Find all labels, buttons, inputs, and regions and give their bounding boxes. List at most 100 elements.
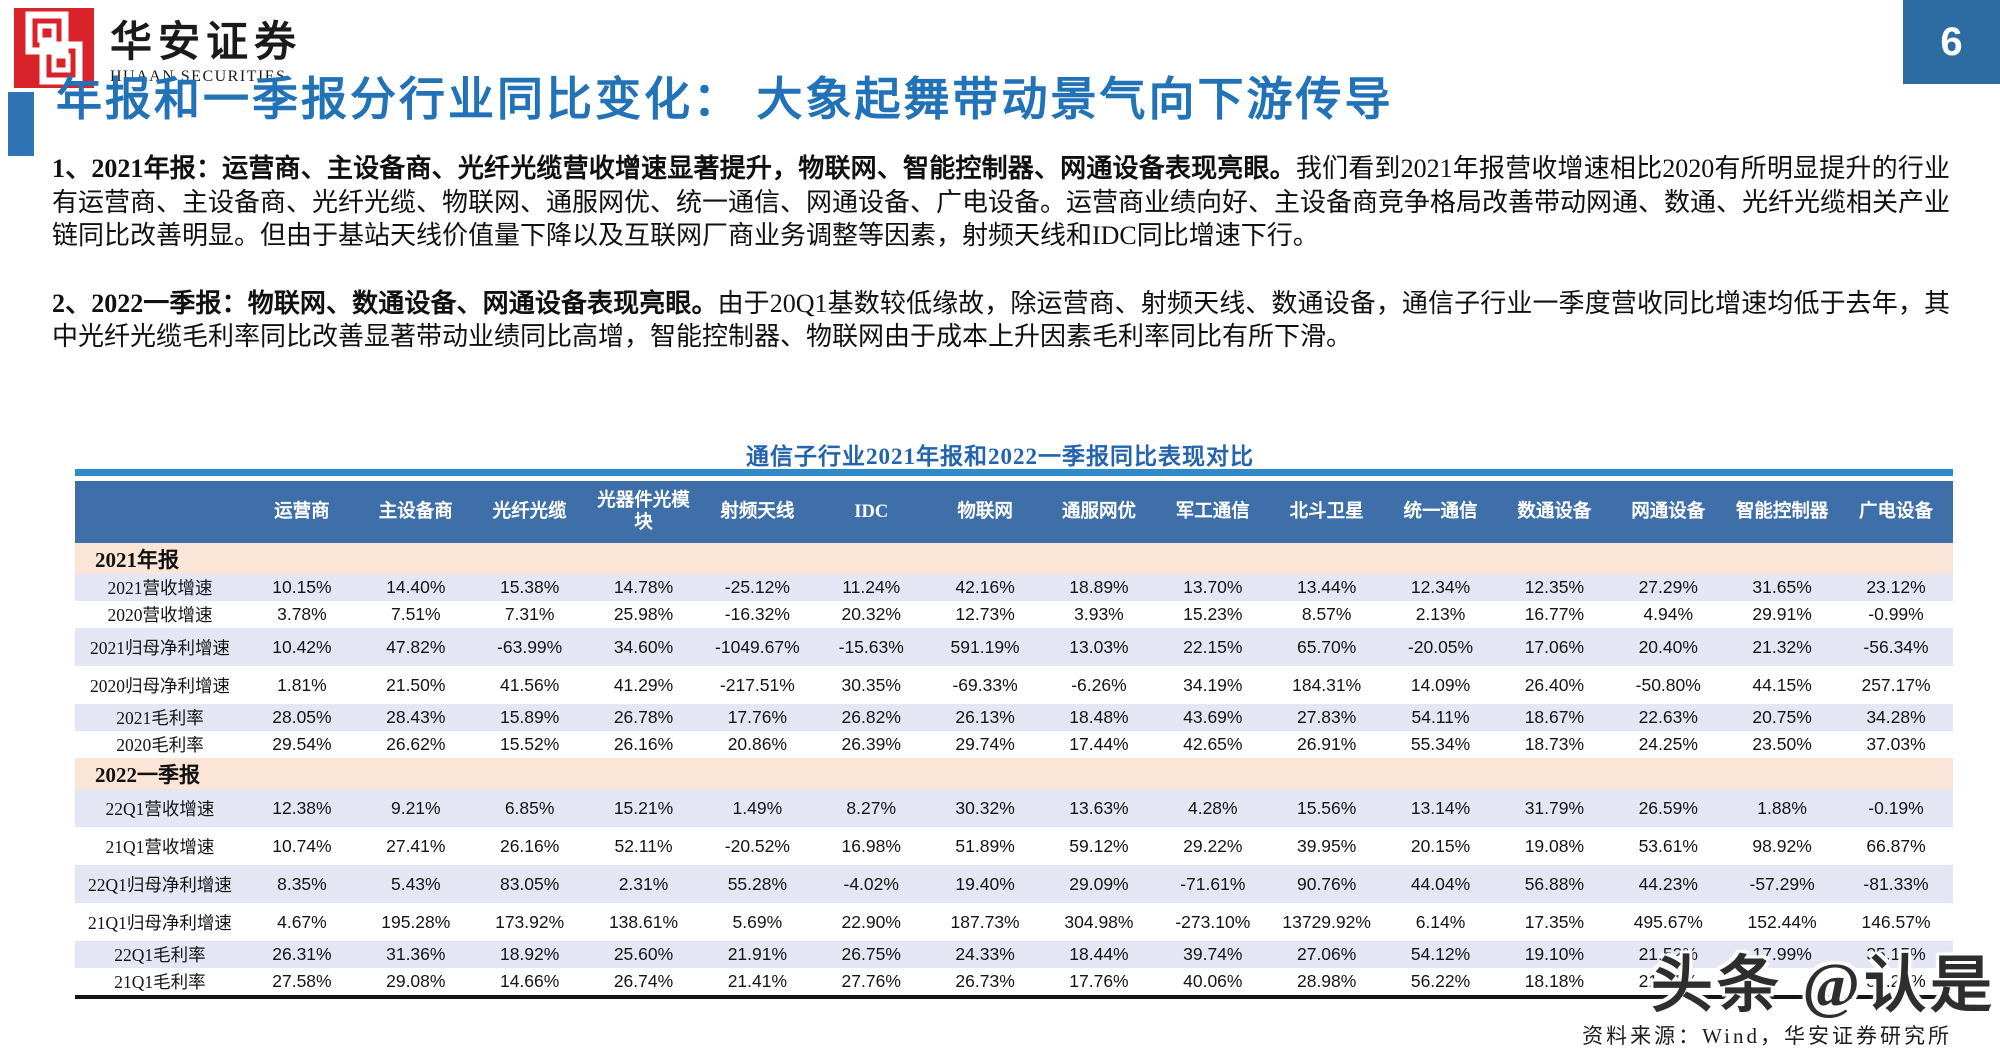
table-cell: 29.74% bbox=[928, 731, 1043, 758]
table-cell: 39.95% bbox=[1269, 827, 1384, 865]
table-cell: 495.67% bbox=[1611, 903, 1726, 941]
table-row: 21Q1毛利率 27.58% 29.08% 14.66% 26.74% 21.41% 27.… bbox=[75, 968, 1953, 997]
table-cell: 44.23% bbox=[1611, 865, 1726, 903]
table-row: 2020毛利率 29.54% 26.62% 15.52% 26.16% 20.86% 26.… bbox=[75, 731, 1953, 758]
table-cell: 32.29% bbox=[1839, 968, 1953, 997]
column-header: 光器件光模块 bbox=[586, 481, 701, 543]
table-cell: 18.44% bbox=[1042, 941, 1156, 968]
paragraph-2022-q1: 2、2022一季报：物联网、数通设备、网通设备表现亮眼。由于20Q1基数较低缘故… bbox=[52, 287, 1950, 354]
company-name-cn: 华安证券 bbox=[110, 20, 303, 66]
table-cell: -15.63% bbox=[814, 628, 929, 666]
table-cell: 20.15% bbox=[1383, 827, 1498, 865]
table-cell: 7.31% bbox=[472, 601, 587, 628]
source-note: 资料来源：Wind，华安证券研究所 bbox=[1582, 1024, 1952, 1048]
table-cell: 13.44% bbox=[1269, 574, 1384, 601]
table-cell: 19.40% bbox=[928, 865, 1043, 903]
table-cell: 56.22% bbox=[1383, 968, 1498, 997]
table-cell: 1.49% bbox=[700, 789, 815, 827]
table-cell: 3.78% bbox=[245, 601, 359, 628]
table-cell: 27.83% bbox=[1269, 704, 1384, 731]
table-cell: 15.21% bbox=[586, 789, 701, 827]
table-cell: 21.91% bbox=[700, 941, 815, 968]
table-cell: 25.60% bbox=[586, 941, 701, 968]
body-text: 1、2021年报：运营商、主设备商、光纤光缆营收增速显著提升，物联网、智能控制器… bbox=[52, 152, 1950, 388]
table-row: 21Q1营收增速 10.74% 27.41% 26.16% 52.11% -20.52% 1… bbox=[75, 827, 1953, 865]
table-cell: -4.02% bbox=[814, 865, 929, 903]
row-label: 2020归母净利增速 bbox=[75, 666, 245, 704]
row-label: 21Q1毛利率 bbox=[75, 968, 245, 997]
table-cell: 31.79% bbox=[1497, 789, 1612, 827]
table-cell: 138.61% bbox=[586, 903, 701, 941]
table-cell: 7.51% bbox=[358, 601, 473, 628]
brand-text: 华安证券 HUAAN SECURITIES bbox=[110, 8, 302, 86]
row-label: 22Q1营收增速 bbox=[75, 789, 245, 827]
table-cell bbox=[1725, 968, 1840, 997]
table-cell: 26.73% bbox=[928, 968, 1043, 997]
table-cell: -56.34% bbox=[1839, 628, 1953, 666]
column-header: 军工通信 bbox=[1155, 481, 1270, 543]
table-cell: 35.15% bbox=[1839, 941, 1953, 968]
table-cell: 14.40% bbox=[358, 574, 473, 601]
table-cell: 2.31% bbox=[586, 865, 701, 903]
table-row: 2020归母净利增速 1.81% 21.50% 41.56% 41.29% -217.51… bbox=[75, 666, 1953, 704]
column-header: 运营商 bbox=[245, 481, 359, 543]
table-cell: 31.36% bbox=[358, 941, 473, 968]
table-cell: 37.03% bbox=[1839, 731, 1953, 758]
table-cell: 18.18% bbox=[1497, 968, 1612, 997]
table-cell: 41.29% bbox=[586, 666, 701, 704]
section-label: 2022一季报 bbox=[75, 758, 1953, 789]
table-cell: 184.31% bbox=[1269, 666, 1384, 704]
table-cell: 12.35% bbox=[1497, 574, 1612, 601]
table-cell: 20.32% bbox=[814, 601, 929, 628]
table-cell: 13.03% bbox=[1042, 628, 1156, 666]
table-cell: 43.69% bbox=[1155, 704, 1270, 731]
table-cell: 18.48% bbox=[1042, 704, 1156, 731]
table-cell: 44.04% bbox=[1383, 865, 1498, 903]
table-cell: 13.63% bbox=[1042, 789, 1156, 827]
table-cell: 26.91% bbox=[1269, 731, 1384, 758]
row-label: 21Q1归母净利增速 bbox=[75, 903, 245, 941]
table-cell: -57.29% bbox=[1725, 865, 1840, 903]
table-cell: 26.74% bbox=[586, 968, 701, 997]
section-row: 2022一季报 bbox=[75, 758, 1953, 789]
paragraph-2021-annual: 1、2021年报：运营商、主设备商、光纤光缆营收增速显著提升，物联网、智能控制器… bbox=[52, 152, 1950, 253]
row-label: 22Q1毛利率 bbox=[75, 941, 245, 968]
row-label: 2021毛利率 bbox=[75, 704, 245, 731]
table-cell: 56.88% bbox=[1497, 865, 1612, 903]
table-cell: -81.33% bbox=[1839, 865, 1953, 903]
row-label: 2020营收增速 bbox=[75, 601, 245, 628]
table-cell: 98.92% bbox=[1725, 827, 1840, 865]
column-header: 通服网优 bbox=[1042, 481, 1156, 543]
column-header: 广电设备 bbox=[1839, 481, 1953, 543]
table-cell: 28.05% bbox=[245, 704, 359, 731]
table-cell: 14.78% bbox=[586, 574, 701, 601]
table-cell: 16.77% bbox=[1497, 601, 1612, 628]
table-cell: 44.15% bbox=[1725, 666, 1840, 704]
table-cell: 39.74% bbox=[1155, 941, 1270, 968]
header-row: 运营商 主设备商 光纤光缆 光器件光模块 射频天线 IDC 物联网 通服网优 军工通信 北斗卫星统… bbox=[75, 481, 1953, 543]
table-cell: 6.14% bbox=[1383, 903, 1498, 941]
table-cell: 15.23% bbox=[1155, 601, 1270, 628]
paragraph-lead: 1、2021年报：运营商、主设备商、光纤光缆营收增速显著提升，物联网、智能控制器… bbox=[52, 154, 1296, 183]
table-cell: 90.76% bbox=[1269, 865, 1384, 903]
table-cell: -63.99% bbox=[472, 628, 587, 666]
table-cell: 27.58% bbox=[245, 968, 359, 997]
table-cell: 19.10% bbox=[1497, 941, 1612, 968]
table-cell: 24.25% bbox=[1611, 731, 1726, 758]
table-cell: 4.94% bbox=[1611, 601, 1726, 628]
table-row: 2021毛利率 28.05% 28.43% 15.89% 26.78% 17.76% 26.… bbox=[75, 704, 1953, 731]
table-cell: 41.56% bbox=[472, 666, 587, 704]
table-cell: 22.63% bbox=[1611, 704, 1726, 731]
table-cell: 59.12% bbox=[1042, 827, 1156, 865]
table-cell: -20.52% bbox=[700, 827, 815, 865]
table-cell: 26.16% bbox=[472, 827, 587, 865]
table-cell: -217.51% bbox=[700, 666, 815, 704]
table-cell: 83.05% bbox=[472, 865, 587, 903]
page-title: 年报和一季报分行业同比变化： 大象起舞带动景气向下游传导 bbox=[56, 74, 1394, 125]
table-cell: 21.41% bbox=[700, 968, 815, 997]
table-cell: -0.19% bbox=[1839, 789, 1953, 827]
table-cell: 8.35% bbox=[245, 865, 359, 903]
table-cell: -6.26% bbox=[1042, 666, 1156, 704]
table-cell: 25.98% bbox=[586, 601, 701, 628]
table-cell: 17.44% bbox=[1042, 731, 1156, 758]
